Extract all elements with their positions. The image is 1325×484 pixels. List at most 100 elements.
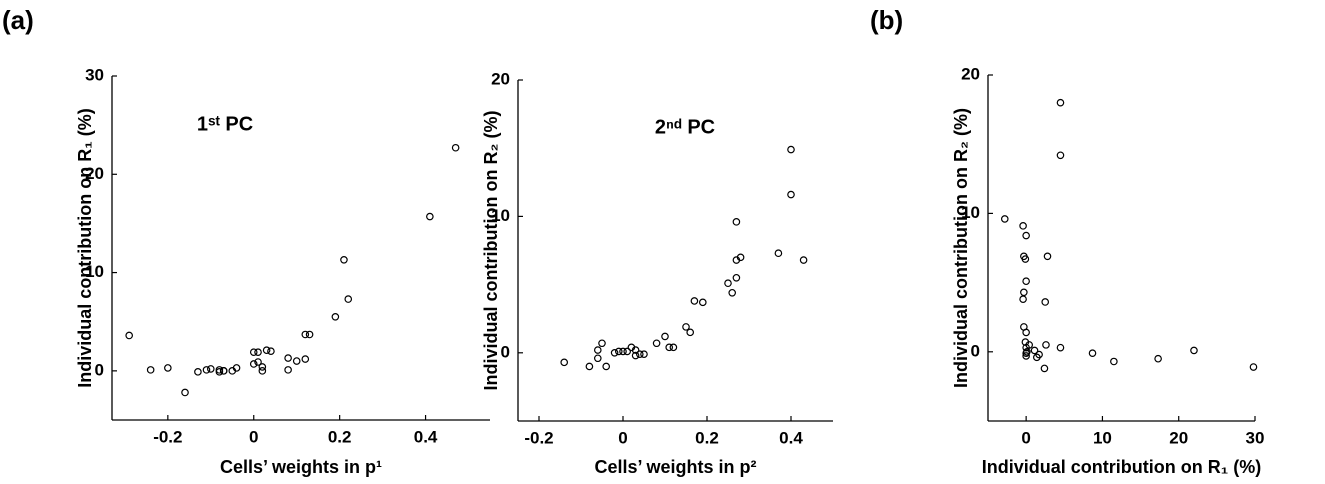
data-point	[426, 212, 434, 221]
data-point	[1020, 288, 1028, 297]
x-axis-label: Cells’ weights in p²	[594, 457, 756, 477]
data-point	[254, 358, 262, 366]
data-point	[232, 364, 241, 372]
x-tick-label: 10	[1093, 428, 1112, 447]
data-point	[305, 330, 314, 339]
panel-label: (a)	[2, 5, 34, 35]
data-point	[164, 364, 172, 372]
data-point	[258, 363, 267, 371]
y-tick-label: 20	[85, 164, 104, 183]
y-tick-label: 0	[95, 360, 104, 379]
x-tick-label: 0	[249, 427, 258, 446]
data-point	[1023, 347, 1031, 356]
data-point	[1000, 215, 1009, 223]
data-point	[249, 348, 258, 356]
data-point	[686, 328, 695, 337]
data-point	[1041, 298, 1050, 306]
data-point	[1249, 363, 1258, 371]
y-tick-label: 10	[961, 203, 980, 222]
data-point	[631, 351, 640, 360]
data-point	[652, 339, 661, 348]
data-point	[635, 350, 644, 358]
panel-label: (b)	[870, 5, 903, 35]
data-point	[1019, 295, 1027, 304]
data-point	[267, 347, 275, 356]
y-tick-label: 10	[85, 262, 104, 281]
data-point	[799, 256, 808, 264]
chart-title: 2ⁿᵈ PC	[655, 116, 715, 138]
data-point	[1154, 354, 1162, 363]
x-tick-label: 0	[618, 428, 627, 447]
x-tick-label: 30	[1246, 428, 1265, 447]
data-point	[1110, 357, 1118, 366]
data-point	[593, 354, 602, 363]
data-point	[215, 368, 224, 376]
data-point	[598, 339, 606, 348]
data-point	[301, 355, 310, 363]
data-point	[560, 358, 569, 367]
data-point	[451, 143, 460, 152]
data-point	[1022, 352, 1030, 360]
data-point	[1022, 277, 1030, 286]
x-tick-label: 20	[1169, 428, 1188, 447]
data-point	[732, 273, 741, 282]
data-point	[1040, 364, 1049, 373]
data-point	[249, 360, 258, 368]
y-axis-label: Individual contribution on R₂ (%)	[951, 108, 971, 388]
data-point	[194, 368, 202, 376]
data-point	[661, 332, 669, 341]
data-point	[254, 348, 262, 356]
data-point	[181, 388, 189, 397]
data-point	[206, 365, 215, 373]
data-point	[682, 323, 690, 331]
data-point	[736, 253, 745, 262]
data-point	[665, 343, 674, 352]
x-tick-label: -0.2	[524, 428, 553, 447]
y-tick-label: 0	[501, 342, 510, 361]
data-point	[724, 279, 732, 288]
data-point	[292, 357, 301, 365]
data-point	[728, 288, 737, 297]
data-point	[1022, 328, 1030, 337]
y-tick-label: 10	[491, 206, 510, 225]
data-point	[284, 354, 292, 362]
x-tick-label: 0.4	[779, 428, 803, 447]
data-point	[202, 366, 211, 374]
data-point	[344, 295, 353, 303]
data-point	[1025, 341, 1033, 349]
data-point	[610, 348, 619, 357]
data-point	[1056, 98, 1065, 107]
data-point	[262, 346, 271, 355]
data-point	[602, 362, 611, 371]
data-point	[1056, 151, 1065, 160]
data-point	[787, 145, 795, 154]
data-point	[1042, 341, 1050, 349]
data-point	[585, 362, 594, 371]
data-point	[787, 190, 795, 199]
data-point	[1035, 350, 1043, 359]
x-tick-label: 0.4	[414, 427, 438, 446]
data-point	[258, 367, 267, 375]
data-point	[1043, 252, 1052, 261]
data-point	[774, 249, 783, 258]
data-point	[1190, 346, 1198, 355]
data-point	[640, 350, 648, 358]
data-point	[593, 346, 602, 354]
data-point	[219, 367, 228, 375]
x-axis-label: Cells’ weights in p¹	[220, 457, 382, 477]
y-tick-label: 0	[971, 341, 980, 360]
data-point	[732, 218, 741, 226]
x-axis-label: Individual contribution on R₁ (%)	[982, 457, 1261, 477]
x-tick-label: 0	[1021, 428, 1030, 447]
x-tick-label: 0.2	[695, 428, 719, 447]
y-axis-label: Individual contribution on R₁ (%)	[75, 108, 95, 387]
data-point	[619, 347, 627, 356]
data-point	[1021, 255, 1030, 263]
data-point	[623, 347, 632, 356]
data-point	[690, 297, 699, 305]
data-point	[340, 255, 348, 264]
data-point	[284, 366, 292, 374]
data-point	[614, 347, 623, 356]
